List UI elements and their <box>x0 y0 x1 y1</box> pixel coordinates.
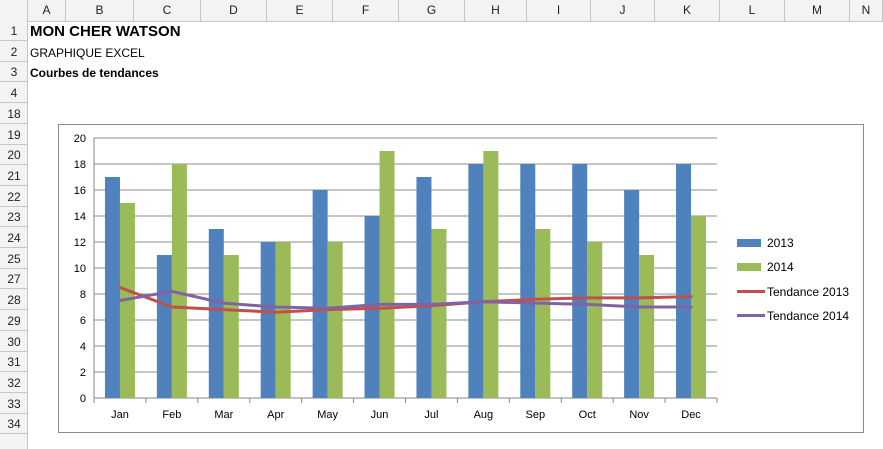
trend-line-tendance-2013 <box>118 286 693 314</box>
bar-2014 <box>379 151 395 398</box>
bar-2014 <box>431 229 447 398</box>
column-header-a[interactable]: A <box>28 0 66 21</box>
column-header-d[interactable]: D <box>201 0 267 21</box>
y-tick-label: 2 <box>80 367 86 379</box>
row-header-33[interactable]: 33 <box>0 394 28 414</box>
bar-2013 <box>468 164 484 398</box>
row-header-3[interactable]: 3 <box>0 62 28 83</box>
row-header-32[interactable]: 32 <box>0 373 28 393</box>
row-header-4[interactable]: 4 <box>0 83 28 104</box>
row-header-24[interactable]: 24 <box>0 228 28 248</box>
y-tick-label: 12 <box>74 237 86 249</box>
column-header-l[interactable]: L <box>720 0 785 21</box>
bar-2013 <box>260 242 276 398</box>
row-header-21[interactable]: 21 <box>0 166 28 186</box>
column-header-b[interactable]: B <box>66 0 134 21</box>
y-tick-label: 8 <box>80 289 86 301</box>
trend-line-tendance-2014 <box>118 289 693 310</box>
legend-swatch-tendance-2013 <box>737 290 765 293</box>
x-tick-label: Jul <box>424 409 438 421</box>
bar-2014 <box>327 242 343 398</box>
chart-svg: 0 2 4 6 8 10 12 14 16 18 20 Jan Feb Mar Apr May Jun Jul Au… <box>74 133 718 421</box>
bar-2014 <box>275 242 291 398</box>
legend-swatch-tendance-2014 <box>737 314 765 317</box>
x-tick-label: Sep <box>526 409 546 421</box>
row-header-19[interactable]: 19 <box>0 125 28 145</box>
column-header-c[interactable]: C <box>134 0 201 21</box>
column-header-i[interactable]: I <box>527 0 591 21</box>
y-tick-label: 10 <box>74 263 86 275</box>
y-tick-label: 18 <box>74 159 86 171</box>
bar-2013 <box>572 164 588 398</box>
legend-swatch-2013 <box>737 239 761 247</box>
bar-2013 <box>520 164 536 398</box>
row-header-31[interactable]: 31 <box>0 352 28 373</box>
bar-2014 <box>223 255 239 398</box>
bar-2014 <box>639 255 655 398</box>
bar-2014 <box>587 242 603 398</box>
y-tick-label: 0 <box>80 393 86 405</box>
column-header-h[interactable]: H <box>465 0 527 21</box>
row-header-2[interactable]: 2 <box>0 42 28 62</box>
bar-2013 <box>676 164 692 398</box>
x-tick-label: Oct <box>579 409 596 421</box>
x-tick-label: Aug <box>474 409 494 421</box>
legend-label: Tendance 2013 <box>767 285 850 299</box>
column-header-k[interactable]: K <box>655 0 720 21</box>
row-header-27[interactable]: 27 <box>0 269 28 290</box>
column-header-m[interactable]: M <box>785 0 850 21</box>
chart-area[interactable]: 0 2 4 6 8 10 12 14 16 18 20 Jan Feb Mar Apr May Jun Jul Au… <box>58 124 864 433</box>
cell-a2-subtitle[interactable]: GRAPHIQUE EXCEL <box>30 46 145 60</box>
column-header-j[interactable]: J <box>591 0 655 21</box>
legend-swatch-2014 <box>737 263 761 271</box>
column-header-bar <box>0 0 883 22</box>
bar-2013 <box>156 255 172 398</box>
row-header-29[interactable]: 29 <box>0 311 28 331</box>
x-tick-label: Feb <box>162 409 181 421</box>
row-header-18[interactable]: 18 <box>0 104 28 124</box>
row-header-25[interactable]: 25 <box>0 249 28 269</box>
bar-2014 <box>483 151 499 398</box>
select-all-corner[interactable] <box>0 0 28 21</box>
row-header-1[interactable]: 1 <box>0 21 28 41</box>
bar-2014 <box>691 216 707 398</box>
cell-a3-heading[interactable]: Courbes de tendances <box>30 66 159 80</box>
y-tick-label: 4 <box>80 341 86 353</box>
row-header-30[interactable]: 30 <box>0 332 28 352</box>
x-tick-label: Nov <box>629 409 649 421</box>
column-header-n[interactable]: N <box>850 0 883 21</box>
y-tick-label: 14 <box>74 211 86 223</box>
x-tick-label: May <box>317 409 338 421</box>
x-tick-label: Apr <box>267 409 284 421</box>
row-header-34[interactable]: 34 <box>0 414 28 435</box>
bar-2013 <box>104 177 120 398</box>
legend-label: Tendance 2014 <box>767 309 850 323</box>
bar-2013 <box>624 190 640 398</box>
row-header-23[interactable]: 23 <box>0 207 28 228</box>
cell-a1-title[interactable]: MON CHER WATSON <box>30 23 181 40</box>
bar-2014 <box>535 229 551 398</box>
row-header-28[interactable]: 28 <box>0 290 28 311</box>
y-tick-label: 20 <box>74 133 86 145</box>
column-header-f[interactable]: F <box>333 0 399 21</box>
bar-2014 <box>171 164 187 398</box>
row-header-22[interactable]: 22 <box>0 187 28 207</box>
row-header-20[interactable]: 20 <box>0 145 28 166</box>
bar-2013 <box>208 229 224 398</box>
y-tick-label: 16 <box>74 185 86 197</box>
x-tick-label: Mar <box>214 409 233 421</box>
x-tick-label: Jun <box>371 409 389 421</box>
row-header-bar <box>0 21 28 449</box>
x-tick-label: Dec <box>681 409 701 421</box>
bar-2013 <box>312 190 328 398</box>
y-tick-label: 6 <box>80 315 86 327</box>
bar-2013 <box>416 177 432 398</box>
column-header-g[interactable]: G <box>399 0 465 21</box>
legend-label: 2014 <box>767 260 794 274</box>
column-header-e[interactable]: E <box>267 0 333 21</box>
legend-label: 2013 <box>767 236 794 250</box>
x-tick-label: Jan <box>111 409 129 421</box>
